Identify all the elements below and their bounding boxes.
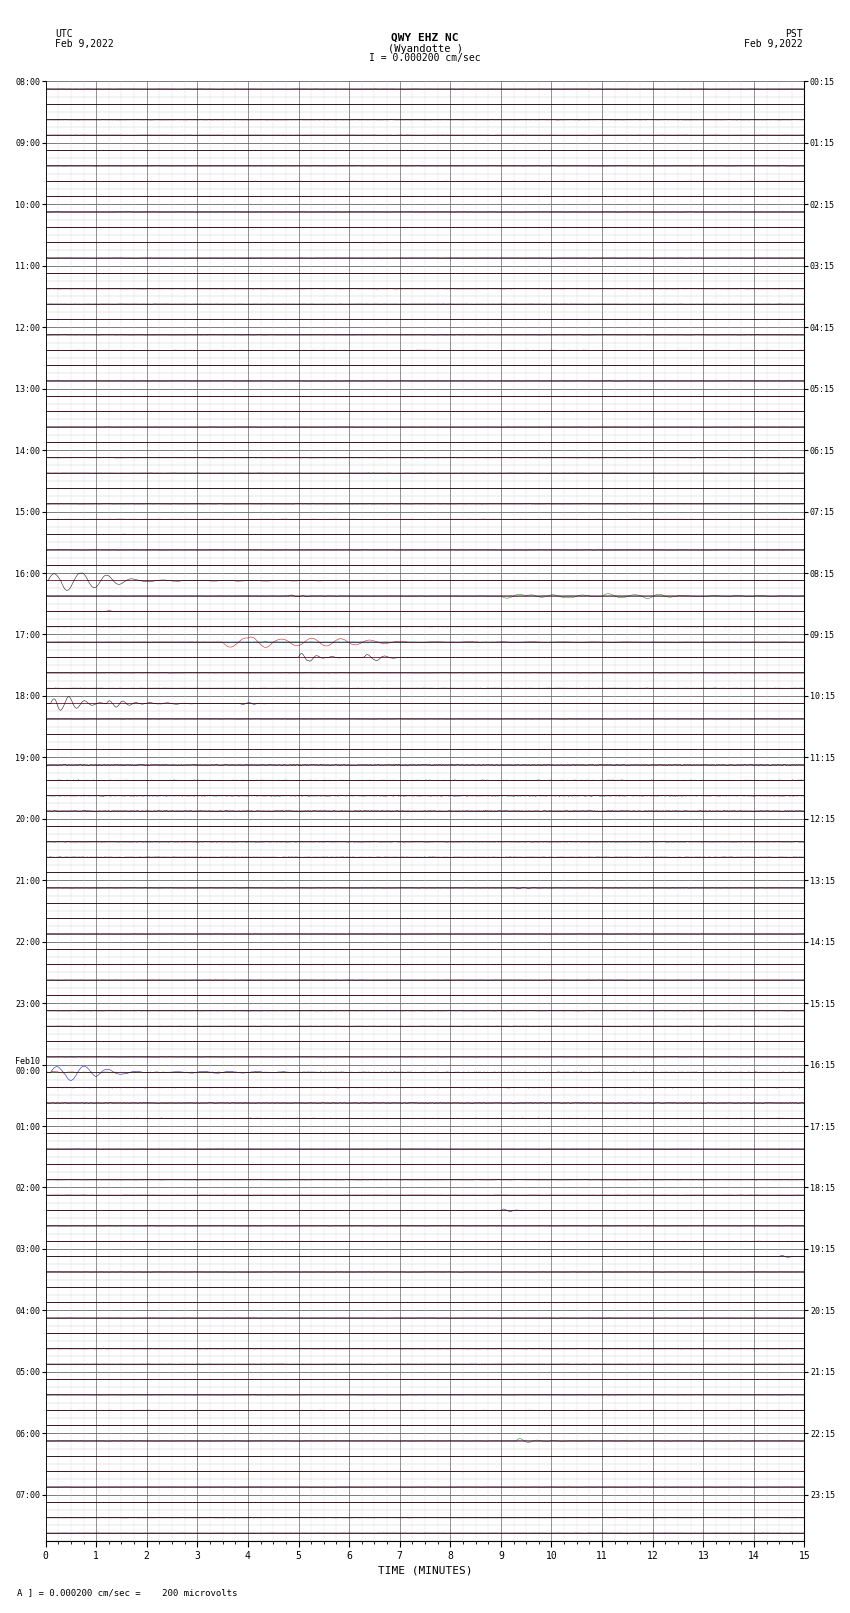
Text: A ] = 0.000200 cm/sec =    200 microvolts: A ] = 0.000200 cm/sec = 200 microvolts xyxy=(17,1587,237,1597)
Text: Feb 9,2022: Feb 9,2022 xyxy=(745,39,803,48)
Text: I = 0.000200 cm/sec: I = 0.000200 cm/sec xyxy=(369,53,481,63)
Text: PST: PST xyxy=(785,29,803,39)
Text: UTC: UTC xyxy=(55,29,73,39)
Text: (Wyandotte ): (Wyandotte ) xyxy=(388,44,462,53)
Text: QWY EHZ NC: QWY EHZ NC xyxy=(391,32,459,42)
X-axis label: TIME (MINUTES): TIME (MINUTES) xyxy=(377,1566,473,1576)
Text: Feb 9,2022: Feb 9,2022 xyxy=(55,39,114,48)
